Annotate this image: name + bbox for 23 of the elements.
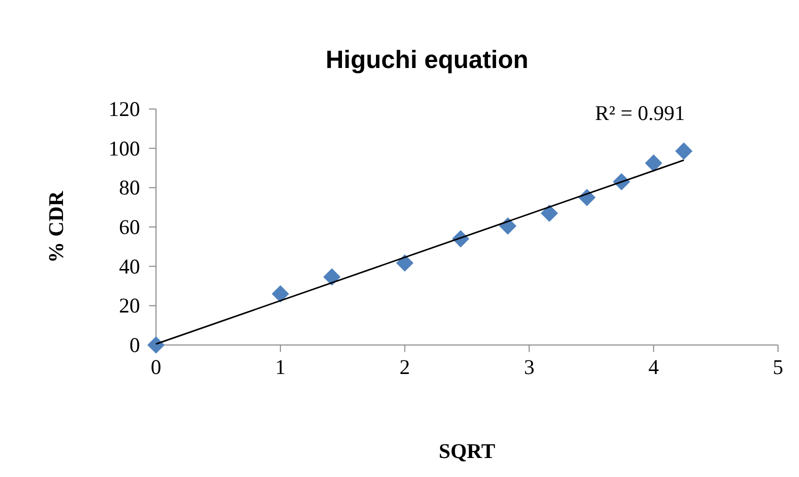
x-tick-label: 1 [275,355,286,379]
x-axis-title: SQRT [438,439,496,463]
y-tick-label: 80 [119,176,140,200]
x-tick-label: 0 [150,355,162,379]
x-tick-label: 3 [524,355,534,379]
y-tick-label: 120 [108,97,140,121]
y-tick-label: 100 [108,136,140,160]
point [147,336,165,354]
x-tick-label: 4 [648,355,660,379]
point [272,285,290,303]
x-tick-label: 5 [772,355,784,379]
x-tick-label: 2 [400,355,410,379]
y-tick-label: 20 [119,294,140,318]
annotation: R² = 0.991 [595,101,685,125]
point [675,142,692,160]
y-tick-label: 40 [119,254,140,278]
point [540,204,558,222]
y-axis-title: % CDR [44,190,68,263]
chart-title: Higuchi equation [326,46,528,74]
point [323,268,341,286]
point [644,154,662,172]
y-tick-label: 60 [119,215,140,239]
y-tick-label: 0 [130,333,140,357]
